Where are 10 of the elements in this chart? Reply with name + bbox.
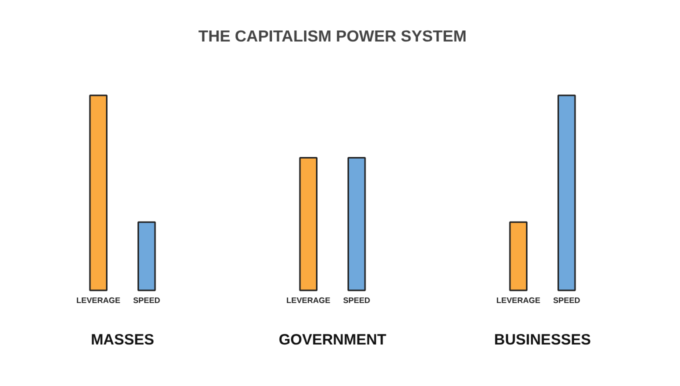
- text: LEVERAGE: [496, 296, 540, 306]
- text: SPEED: [133, 296, 160, 306]
- x-tick-label: MASSES: [90, 332, 154, 348]
- series-label: LEVERAGE: [76, 296, 122, 306]
- text: SPEED: [343, 296, 370, 306]
- x-tick-label: BUSINESSES: [494, 332, 591, 348]
- series-label: SPEED: [553, 296, 580, 306]
- x-tick-label: GOVERNMENT: [278, 332, 386, 348]
- text: LEVERAGE: [286, 296, 330, 306]
- chart-title: THE CAPITALISM POWER SYSTEM: [198, 28, 467, 46]
